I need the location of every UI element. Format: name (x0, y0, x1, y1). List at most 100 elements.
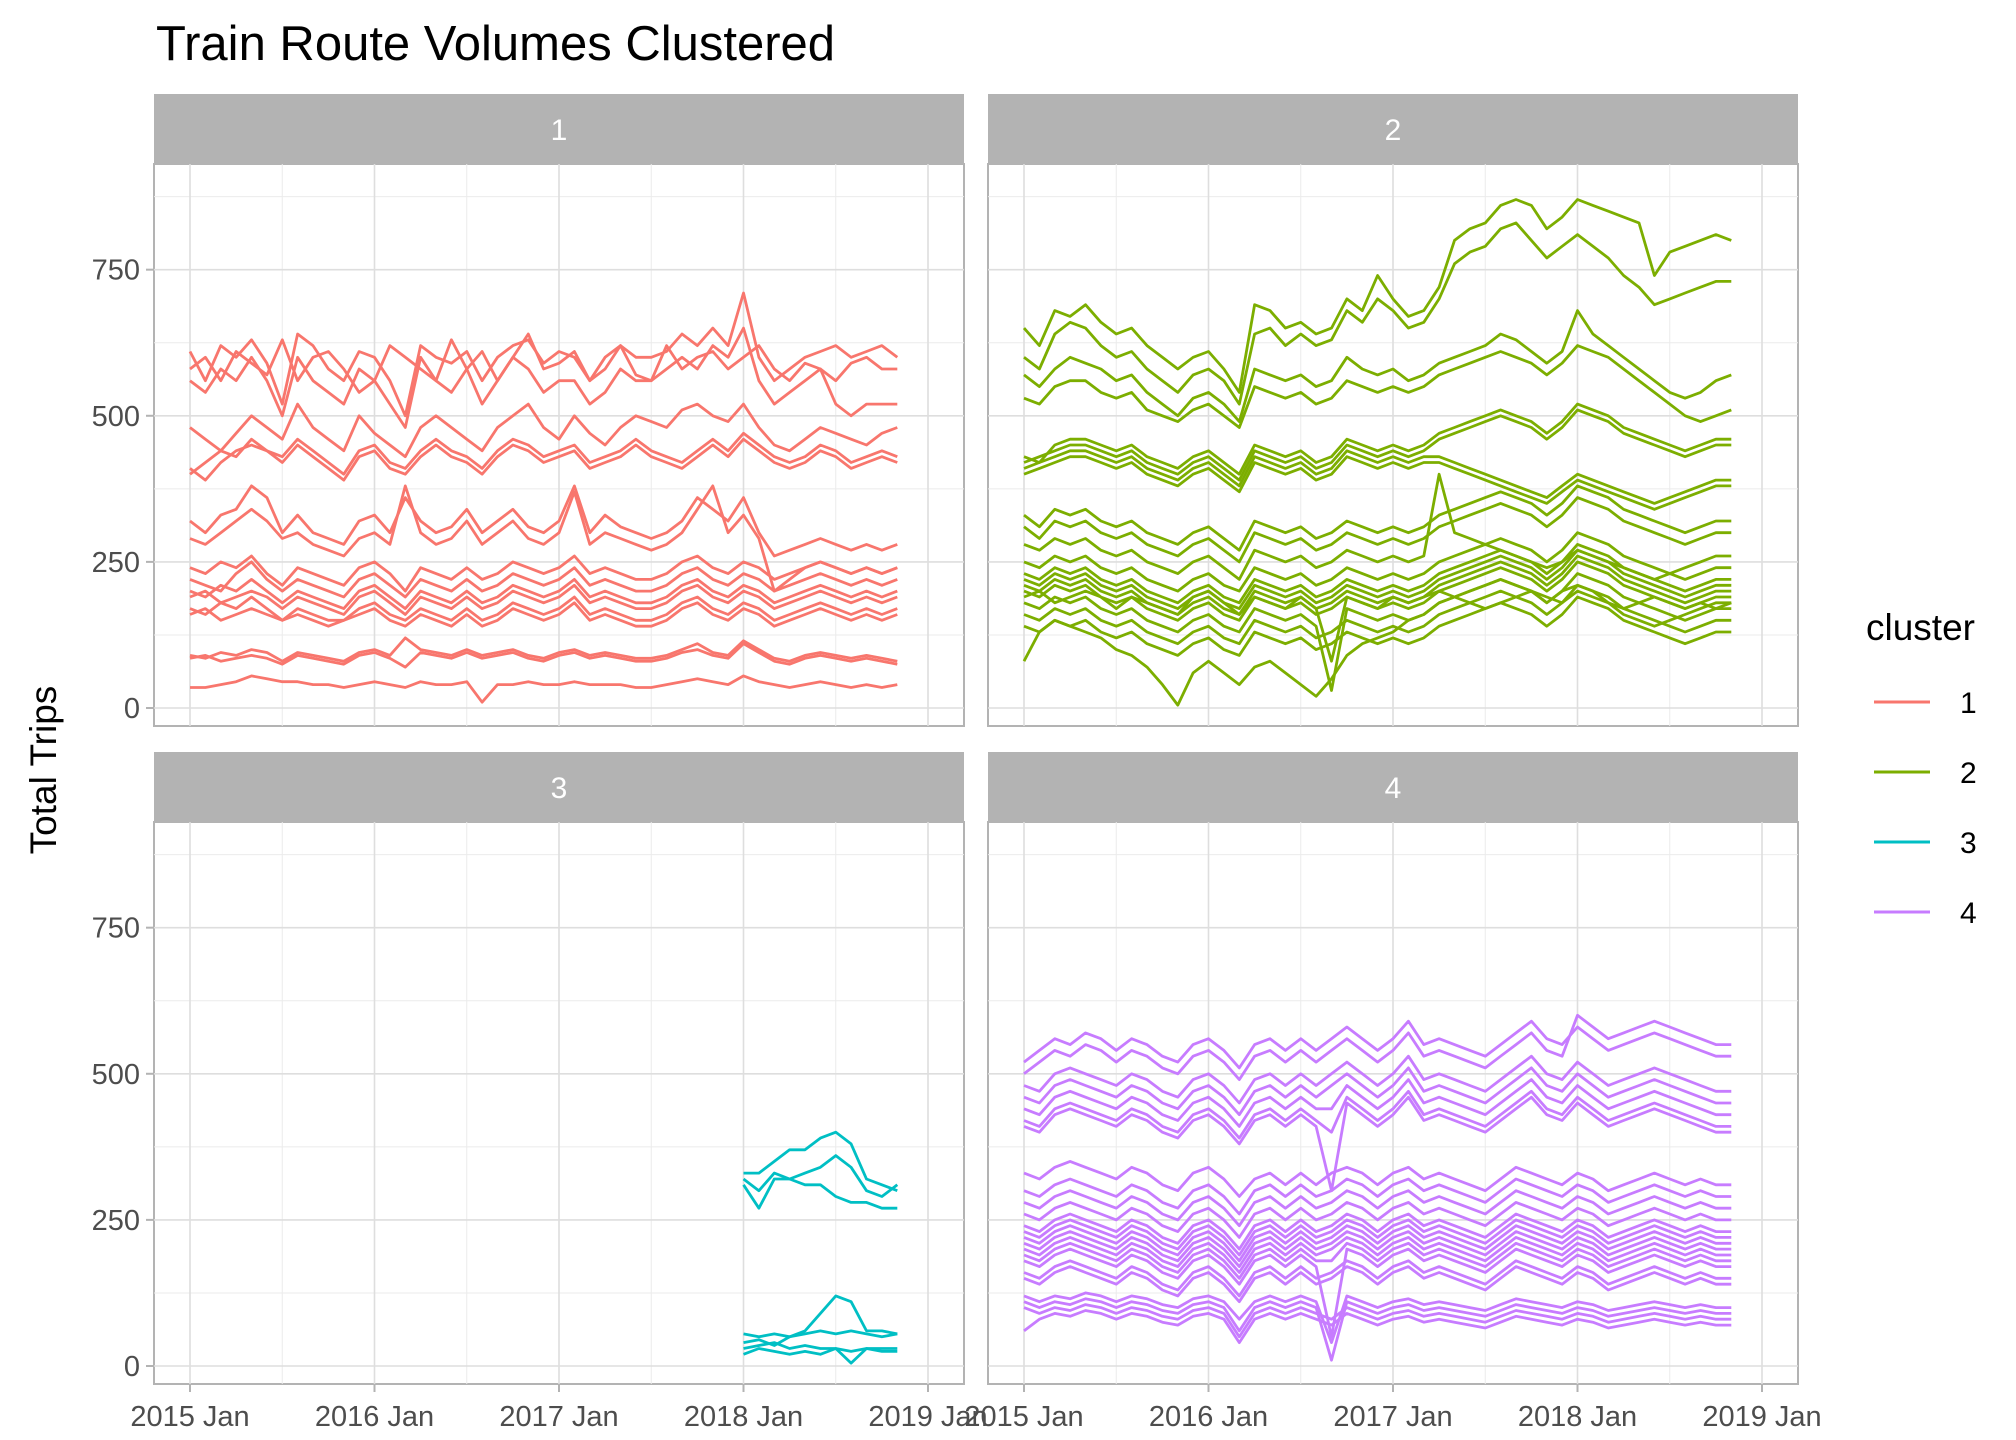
series-line (1023, 595, 1732, 657)
chart-title: Train Route Volumes Clustered (156, 17, 835, 71)
series-line (190, 674, 898, 704)
legend-item: 2 (1874, 757, 1977, 790)
series-line (1023, 543, 1732, 605)
series-line (1023, 548, 1732, 610)
series-line (189, 402, 898, 459)
series-line (1023, 1259, 1732, 1298)
series-line (1023, 1230, 1732, 1268)
series-line (189, 326, 898, 429)
x-tick-label: 2016 Jan (315, 1401, 434, 1433)
series-line (1023, 1309, 1732, 1344)
legend-label: 2 (1960, 757, 1977, 790)
series-line (1023, 449, 1732, 505)
x-tick-label: 2016 Jan (1149, 1401, 1268, 1433)
series-line (189, 484, 898, 558)
series-line (1023, 402, 1732, 476)
x-tick-label: 2019 Jan (868, 1401, 987, 1433)
x-tick-label: 2015 Jan (964, 1401, 1083, 1433)
series-line (1023, 589, 1732, 663)
series-group (188, 291, 899, 704)
facet-panel-3: 3 0 250 500 750 2015 Jan 2016 Jan 2017 Jan 2018 … (92, 752, 988, 1433)
legend-label: 3 (1960, 827, 1977, 860)
series-line (1023, 309, 1732, 424)
series-line (1023, 531, 1732, 593)
facet-panels: 1 0 250 500 750 2 3 0 250 500 750 2015 Jan 2016 Jan 2… (92, 94, 1822, 1433)
series-line (1023, 1247, 1732, 1339)
legend-item: 4 (1874, 897, 1977, 930)
series-line (1023, 1095, 1732, 1193)
facet-strip-label: 1 (551, 114, 568, 147)
series-line (1023, 472, 1732, 581)
series-line (1023, 1303, 1732, 1339)
legend-label: 4 (1960, 897, 1977, 930)
series-line (1023, 572, 1732, 692)
series-line (1023, 496, 1732, 564)
y-tick-label: 750 (92, 913, 140, 945)
series-group (1022, 198, 1732, 707)
series-line (1022, 578, 1732, 707)
series-line (743, 1294, 898, 1339)
series-line (188, 291, 899, 418)
series-line (1023, 1265, 1732, 1304)
y-tick-label: 250 (92, 547, 140, 579)
series-line (1023, 484, 1732, 552)
series-line (1022, 198, 1732, 394)
series-line (1023, 1089, 1732, 1140)
y-axis-title: Total Trips (23, 686, 64, 855)
series-line (1023, 1078, 1732, 1128)
series-line (1023, 1019, 1732, 1070)
series-line (1023, 1218, 1732, 1257)
facet-panel-2: 2 (987, 94, 1799, 727)
series-line (189, 431, 898, 482)
y-tick-label: 0 (124, 693, 140, 725)
legend-title: cluster (1866, 607, 1975, 648)
series-line (1023, 1013, 1732, 1081)
series-line (1023, 221, 1732, 406)
series-line (743, 1130, 898, 1193)
facet-strip (988, 94, 1798, 164)
series-line (189, 642, 898, 669)
series-line (1023, 455, 1732, 511)
facet-strip-label: 4 (1385, 772, 1402, 805)
series-line (189, 484, 898, 593)
facet-panel-4: 4 2015 Jan 2016 Jan 2017 Jan 2018 Jan 2019 Ja… (964, 752, 1822, 1433)
series-line (189, 560, 898, 599)
series-line (189, 583, 898, 616)
facet-strip (988, 752, 1798, 822)
series-line (1023, 344, 1732, 429)
y-tick-label: 0 (124, 1351, 140, 1383)
series-line (1023, 1054, 1732, 1105)
series-line (189, 578, 898, 610)
x-tick-label: 2017 Jan (1333, 1401, 1452, 1433)
series-line (1023, 554, 1732, 616)
facet-strip-label: 3 (551, 772, 568, 805)
series-line (1023, 1066, 1732, 1117)
series-line (1023, 408, 1732, 482)
x-tick-label: 2019 Jan (1702, 1401, 1821, 1433)
series-group (1023, 1013, 1732, 1362)
series-line (189, 636, 898, 663)
series-line (743, 1347, 898, 1356)
series-line (1023, 1236, 1732, 1274)
y-tick-label: 250 (92, 1205, 140, 1237)
legend: cluster 1 2 3 4 (1866, 607, 1977, 930)
series-line (1023, 1224, 1732, 1263)
series-group (742, 1130, 899, 1365)
series-line (1023, 1177, 1732, 1216)
series-line (742, 1154, 899, 1198)
x-tick-label: 2018 Jan (684, 1401, 803, 1433)
y-tick-label: 500 (92, 1059, 140, 1091)
y-tick-label: 750 (92, 255, 140, 287)
series-line (1023, 1201, 1732, 1239)
facet-strip-label: 2 (1385, 114, 1402, 147)
series-line (189, 554, 898, 593)
legend-item: 3 (1874, 827, 1977, 860)
facet-strip (154, 752, 964, 822)
series-line (189, 437, 898, 482)
series-line (742, 1177, 898, 1210)
x-tick-label: 2018 Jan (1518, 1401, 1637, 1433)
series-line (1023, 1212, 1732, 1251)
series-line (1023, 1160, 1732, 1198)
series-line (1023, 1189, 1732, 1228)
